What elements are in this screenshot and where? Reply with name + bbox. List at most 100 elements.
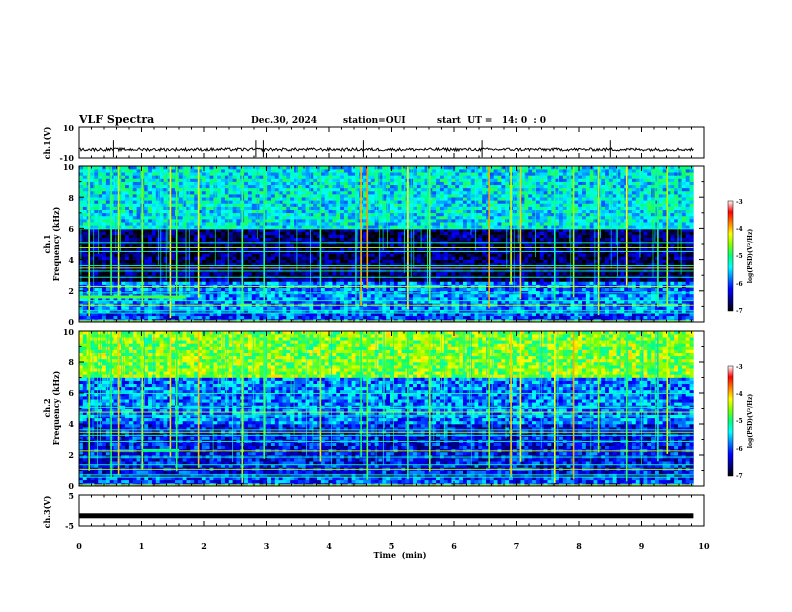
- spectrogram-cell: [340, 293, 345, 298]
- spectrogram-cell: [190, 259, 195, 264]
- spectrogram-cell: [351, 209, 356, 214]
- spectrogram-cell: [159, 219, 164, 223]
- spectrogram-cell: [424, 209, 429, 214]
- spectrogram-cell: [286, 197, 291, 201]
- spectrogram-cell: [144, 166, 149, 170]
- spectrogram-cell: [136, 197, 141, 201]
- spectrogram-cell: [328, 237, 333, 242]
- spectrogram-cell: [228, 178, 233, 182]
- spectrogram-cell: [340, 166, 345, 170]
- spectrogram-cell: [459, 234, 464, 239]
- spectrogram-cell: [255, 231, 260, 235]
- spectrogram-cell: [121, 206, 126, 210]
- spectrogram-cell: [390, 237, 395, 242]
- spectrogram-cell: [178, 244, 183, 248]
- spectrogram-cell: [117, 212, 122, 217]
- spectrogram-cell: [201, 287, 207, 292]
- spectrogram-cell: [274, 187, 279, 192]
- spectrogram-cell: [244, 297, 249, 301]
- spectrogram-cell: [305, 297, 310, 301]
- spectrogram-cell: [267, 281, 272, 285]
- spectrogram-cell: [401, 172, 406, 176]
- spectrogram-cell: [105, 175, 111, 179]
- spectrogram-cell: [94, 228, 99, 232]
- spectrogram-cell: [282, 187, 287, 192]
- spectrogram-cell: [432, 272, 437, 276]
- spectrogram-cell: [320, 278, 326, 282]
- spectrogram-cell: [263, 169, 268, 173]
- spectrogram-cell: [263, 293, 268, 298]
- spectrogram-cell: [186, 178, 191, 182]
- spectrogram-cell: [324, 262, 329, 267]
- spectrogram-cell: [155, 194, 160, 198]
- spectrogram-cell: [178, 247, 183, 251]
- spectrogram-cell: [328, 225, 333, 229]
- spectrogram-cell: [374, 272, 379, 276]
- spectrogram-cell: [424, 234, 429, 239]
- spectrogram-cell: [401, 234, 406, 239]
- spectrogram-cell: [332, 206, 337, 210]
- spectrogram-cell: [278, 309, 283, 313]
- spectrogram-cell: [443, 172, 448, 176]
- spectrogram-cell: [213, 312, 218, 317]
- spectrogram-cell: [125, 278, 130, 282]
- spectrogram-cell: [128, 197, 134, 201]
- spectrogram-cell: [121, 194, 126, 198]
- spectrogram-cell: [382, 312, 387, 317]
- spectrogram-cell: [413, 287, 418, 292]
- spectrogram-cell: [390, 293, 395, 298]
- spectrogram-cell: [393, 200, 399, 204]
- spectrogram-cell: [128, 175, 134, 179]
- spectrogram-cell: [416, 184, 422, 189]
- spectrogram-cell: [363, 215, 368, 220]
- spectrogram-cell: [136, 215, 141, 220]
- spectrogram-cell: [194, 209, 199, 214]
- spectrogram-cell: [221, 278, 226, 282]
- spectrogram-cell: [224, 262, 230, 267]
- spectrogram-cell: [397, 297, 402, 301]
- spectrogram-cell: [451, 175, 456, 179]
- spectrogram-cell: [393, 300, 399, 304]
- spectrogram-cell: [347, 300, 352, 304]
- spectrogram-cell: [259, 293, 264, 298]
- spectrogram-cell: [413, 200, 418, 204]
- spectrogram-cell: [366, 244, 372, 248]
- spectrogram-cell: [201, 222, 207, 226]
- spectrogram-cell: [409, 278, 414, 282]
- spectrogram-cell: [94, 225, 99, 229]
- spectrogram-cell: [382, 197, 387, 201]
- spectrogram-cell: [117, 250, 122, 254]
- spectrogram-cell: [455, 287, 460, 292]
- spectrogram-cell: [366, 222, 372, 226]
- spectrogram-cell: [336, 228, 341, 232]
- spectrogram-cell: [297, 244, 303, 248]
- spectrogram-cell: [259, 169, 264, 173]
- spectrogram-cell: [121, 297, 126, 301]
- spectrogram-cell: [148, 278, 153, 282]
- spectrogram-cell: [409, 312, 414, 317]
- spectrogram-cell: [382, 247, 387, 251]
- spectrogram-cell: [125, 259, 130, 264]
- spectrogram-cell: [332, 194, 337, 198]
- spectrogram-cell: [455, 259, 460, 264]
- spectrogram-cell: [343, 306, 349, 310]
- spectrogram-cell: [363, 228, 368, 232]
- spectrogram-cell: [136, 297, 141, 301]
- spectrogram-cell: [94, 175, 99, 179]
- spectrogram-cell: [198, 215, 203, 220]
- spectrogram-cell: [416, 169, 422, 173]
- spectrogram-cell: [386, 175, 391, 179]
- spectrogram-cell: [232, 178, 237, 182]
- spectrogram-cell: [148, 190, 153, 195]
- spectrogram-cell: [443, 253, 448, 257]
- spectrogram-cell: [221, 212, 226, 217]
- spectrogram-cell: [178, 281, 183, 285]
- spectrogram-cell: [382, 178, 387, 182]
- spectrogram-cell: [309, 293, 314, 298]
- spectrogram-cell: [413, 297, 418, 301]
- spectrogram-cell: [355, 312, 360, 317]
- spectrogram-cell: [320, 184, 326, 189]
- spectrogram-cell: [125, 297, 130, 301]
- spectrogram-cell: [155, 272, 160, 276]
